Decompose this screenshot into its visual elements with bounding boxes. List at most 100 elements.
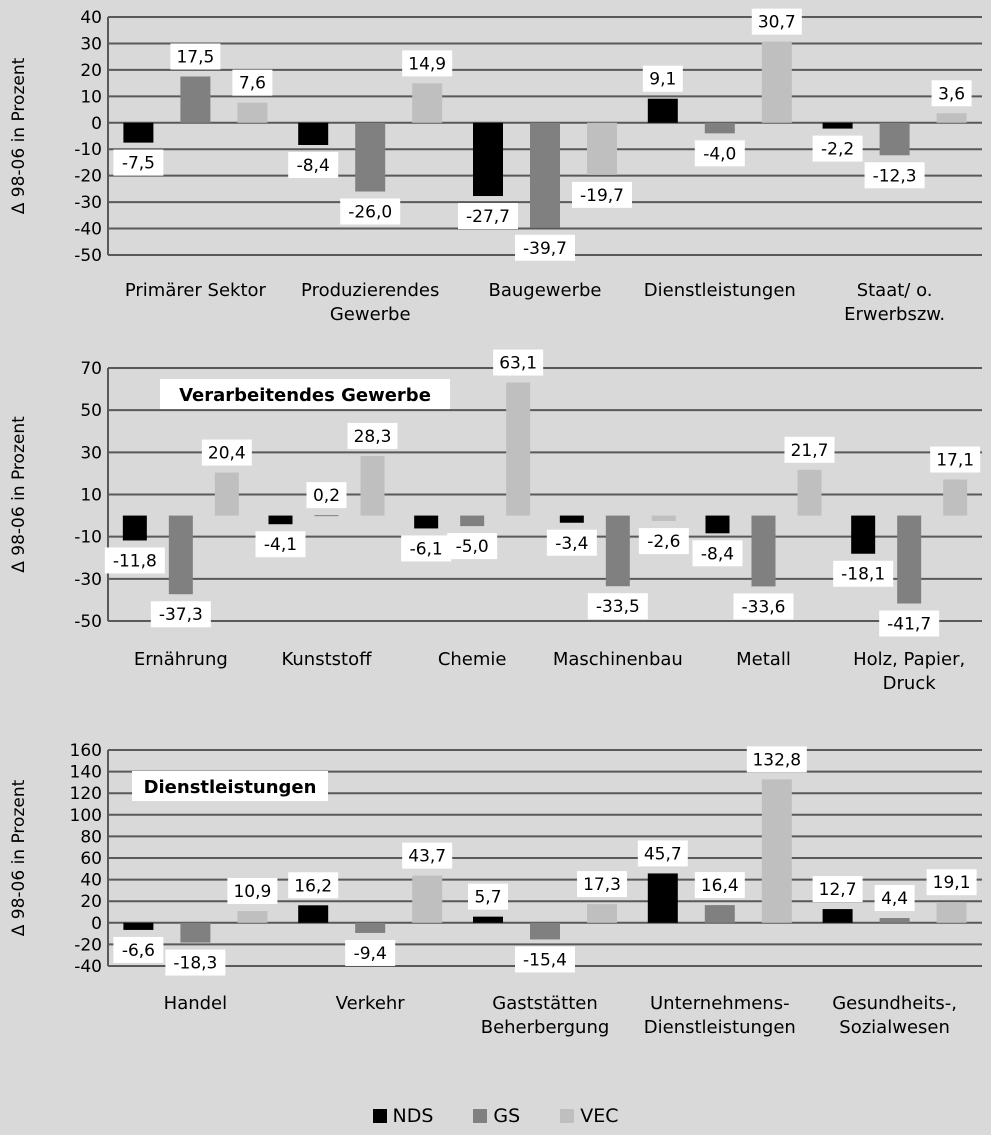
- data-label: -3,4: [546, 529, 597, 556]
- category-label: Kunststoff: [281, 649, 372, 670]
- data-label-box: [201, 439, 252, 466]
- legend-swatch-nds: [372, 1109, 387, 1123]
- data-label: 21,7: [784, 436, 835, 463]
- data-label: 20,4: [201, 439, 252, 466]
- data-label-text: -7,5: [122, 154, 155, 174]
- y-tick-label: 120: [70, 784, 102, 804]
- y-tick-label: 20: [80, 61, 102, 81]
- data-label-box: [288, 872, 339, 899]
- data-label: -26,0: [340, 198, 401, 225]
- bar-vec: [506, 382, 531, 516]
- data-label-box: [751, 8, 802, 35]
- data-label-box: [692, 540, 743, 567]
- bar-gs: [879, 918, 910, 923]
- data-label-box: [493, 349, 544, 376]
- data-label-box: [515, 234, 575, 261]
- data-label-box: [447, 533, 498, 560]
- chart-1: 40 30 20 10 0 -10 -20 -30 -40 -50 Δ 98-06 in Proze…: [9, 8, 982, 325]
- bar-nds: [559, 515, 584, 523]
- data-label-text: -26,0: [348, 203, 392, 223]
- bar-nds: [647, 873, 678, 923]
- data-label-text: 16,4: [701, 876, 739, 896]
- category-label: Beherbergung: [481, 1017, 610, 1038]
- y-tick-label: -50: [74, 612, 102, 632]
- y-tick-label: -50: [74, 246, 102, 266]
- data-label-box: [926, 869, 977, 896]
- data-label-text: -5,0: [456, 537, 489, 557]
- y-tick-label: -10: [74, 140, 102, 160]
- data-label-text: 43,7: [408, 847, 446, 867]
- data-label-box: [638, 528, 689, 555]
- data-label: -8,4: [692, 540, 743, 567]
- category-label: Verkehr: [336, 993, 406, 1014]
- data-label: 17,1: [930, 446, 981, 473]
- legend: NDS GS VEC: [0, 1100, 991, 1132]
- data-label: 30,7: [751, 8, 802, 35]
- data-label-box: [515, 946, 575, 973]
- data-label: 28,3: [347, 422, 398, 449]
- data-label-box: [255, 531, 306, 558]
- category-label: Baugewerbe: [489, 280, 602, 301]
- data-label-text: 63,1: [499, 354, 537, 374]
- y-tick-label: -40: [74, 957, 102, 977]
- y-tick-label: 140: [70, 763, 102, 783]
- data-label-text: -2,6: [647, 532, 680, 552]
- data-label: 0,2: [306, 482, 347, 509]
- data-label-box: [288, 151, 339, 178]
- data-label: -8,4: [288, 151, 339, 178]
- data-label: -6,6: [113, 936, 164, 963]
- data-label: 3,6: [931, 80, 972, 107]
- data-label: -19,7: [572, 181, 632, 208]
- y-tick-label: 50: [80, 401, 102, 421]
- data-label-box: [812, 135, 863, 162]
- data-label-text: 132,8: [752, 750, 801, 770]
- data-label-box: [113, 149, 164, 176]
- y-tick-label: 40: [80, 8, 102, 28]
- y-tick-label: 20: [80, 892, 102, 912]
- bar-vec: [943, 479, 968, 516]
- chart-title-box: [160, 379, 450, 409]
- data-label-text: -6,1: [410, 539, 443, 559]
- y-tick-label: 40: [80, 871, 102, 891]
- data-label: 5,7: [468, 883, 508, 910]
- data-label-box: [401, 535, 452, 562]
- legend-item-nds: NDS: [372, 1105, 433, 1127]
- data-label-box: [458, 203, 518, 230]
- data-label-text: -4,0: [703, 144, 736, 164]
- data-label-box: [347, 422, 398, 449]
- data-label: -5,0: [447, 533, 498, 560]
- data-label: 63,1: [493, 349, 544, 376]
- bar-nds: [851, 515, 876, 554]
- category-label: Holz, Papier,: [853, 649, 965, 670]
- data-label-text: 45,7: [644, 844, 682, 864]
- legend-item-gs: GS: [473, 1105, 520, 1127]
- category-label: Gewerbe: [330, 304, 411, 325]
- y-axis-title: Δ 98-06 in Prozent: [9, 57, 29, 214]
- data-label-box: [113, 936, 164, 963]
- data-label: -15,4: [515, 946, 575, 973]
- category-label: Druck: [883, 673, 937, 694]
- data-label-box: [812, 876, 863, 903]
- bar-nds: [473, 122, 503, 197]
- data-label-box: [227, 878, 278, 905]
- data-label-text: -9,4: [354, 944, 387, 964]
- y-tick-label: 100: [70, 806, 102, 826]
- data-label-text: 20,4: [208, 444, 246, 464]
- bar-vec: [412, 83, 443, 123]
- data-label: 45,7: [637, 840, 688, 867]
- data-label-box: [694, 872, 745, 899]
- bar-gs: [355, 922, 386, 933]
- bar-gs: [751, 515, 776, 587]
- chart-title: Dienstleistungen: [144, 777, 317, 798]
- bar-vec: [761, 779, 792, 923]
- bar-gs: [530, 122, 560, 228]
- bar-gs: [897, 515, 922, 604]
- data-label: -33,5: [587, 593, 648, 620]
- y-axis-title: Δ 98-06 in Prozent: [9, 416, 29, 573]
- data-label: -11,8: [104, 547, 165, 574]
- y-tick-label: 30: [80, 34, 102, 54]
- data-label-text: 17,3: [583, 875, 621, 895]
- legend-swatch-vec: [560, 1109, 575, 1123]
- data-label-text: 12,7: [819, 880, 857, 900]
- category-label: Dienstleistungen: [644, 280, 796, 301]
